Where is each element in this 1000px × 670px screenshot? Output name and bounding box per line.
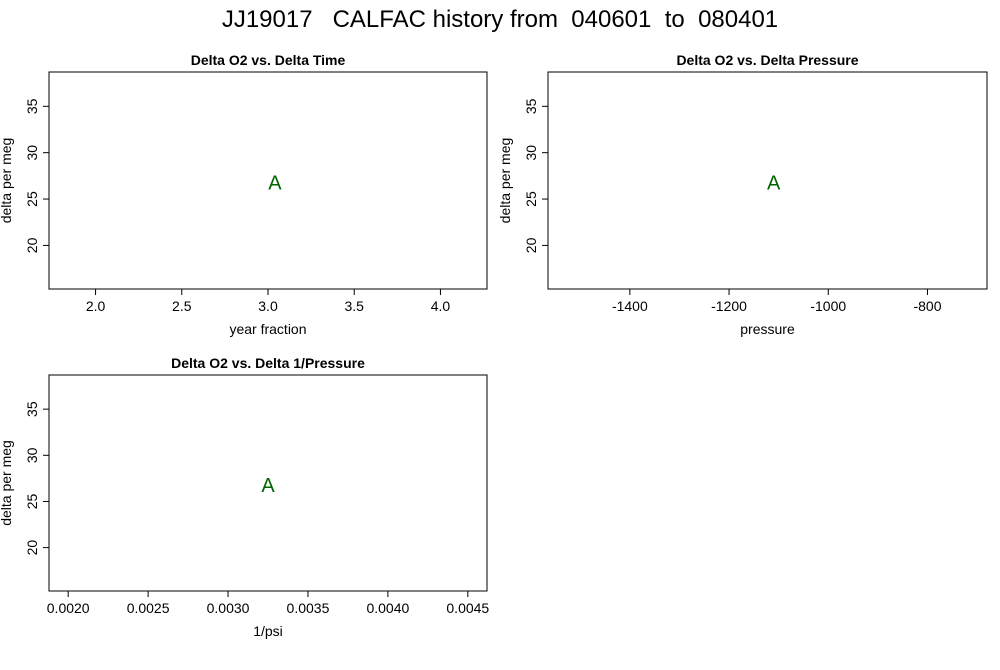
x-tick-label: 0.0035 [287, 600, 330, 616]
x-axis-label: year fraction [229, 321, 306, 337]
panel-title: Delta O2 vs. Delta Pressure [676, 52, 858, 68]
x-tick-label: 3.0 [258, 298, 278, 314]
x-tick-label: 2.0 [86, 298, 106, 314]
x-tick-label: 0.0040 [366, 600, 409, 616]
x-tick-label: -1400 [612, 298, 648, 314]
data-point: A [767, 172, 781, 194]
x-tick-label: -1200 [711, 298, 747, 314]
y-tick-label: 35 [24, 401, 40, 417]
x-tick-label: 4.0 [431, 298, 451, 314]
data-point: A [268, 172, 282, 194]
y-tick-label: 30 [24, 447, 40, 463]
y-tick-label: 25 [24, 493, 40, 509]
x-tick-label: 2.5 [172, 298, 192, 314]
y-tick-label: 25 [24, 191, 40, 207]
x-axis-label: 1/psi [253, 623, 283, 639]
data-point: A [261, 475, 275, 497]
y-tick-label: 30 [24, 145, 40, 161]
y-axis-label: delta per meg [497, 138, 513, 224]
panel-title: Delta O2 vs. Delta 1/Pressure [171, 355, 365, 371]
y-tick-label: 20 [523, 237, 539, 253]
x-axis-label: pressure [740, 321, 795, 337]
x-tick-label: -800 [913, 298, 941, 314]
x-tick-label: 0.0020 [47, 600, 90, 616]
plot-panels: Delta O2 vs. Delta Time 2.0 2.5 3.0 3.5 4.0 20… [0, 52, 988, 639]
y-tick-label: 20 [24, 540, 40, 556]
y-tick-label: 25 [523, 191, 539, 207]
y-tick-label: 35 [24, 98, 40, 114]
x-tick-label: 0.0025 [127, 600, 170, 616]
main-title: JJ19017 CALFAC history from 040601 to 08… [222, 6, 778, 33]
y-tick-label: 20 [24, 237, 40, 253]
y-tick-label: 30 [523, 145, 539, 161]
y-tick-label: 35 [523, 98, 539, 114]
panel-title: Delta O2 vs. Delta Time [191, 52, 346, 68]
x-tick-label: 3.5 [344, 298, 364, 314]
plot-panel: Delta O2 vs. Delta Pressure -1400 -1200 -10… [497, 52, 988, 337]
x-tick-label: 0.0045 [446, 600, 489, 616]
y-axis-label: delta per meg [0, 440, 14, 526]
y-axis-label: delta per meg [0, 138, 14, 224]
x-tick-label: 0.0030 [207, 600, 250, 616]
plot-panel: Delta O2 vs. Delta Time 2.0 2.5 3.0 3.5 4.0 20… [0, 52, 488, 337]
plot-panel: Delta O2 vs. Delta 1/Pressure 0.0020 0.002… [0, 355, 489, 639]
x-tick-label: -1000 [810, 298, 846, 314]
